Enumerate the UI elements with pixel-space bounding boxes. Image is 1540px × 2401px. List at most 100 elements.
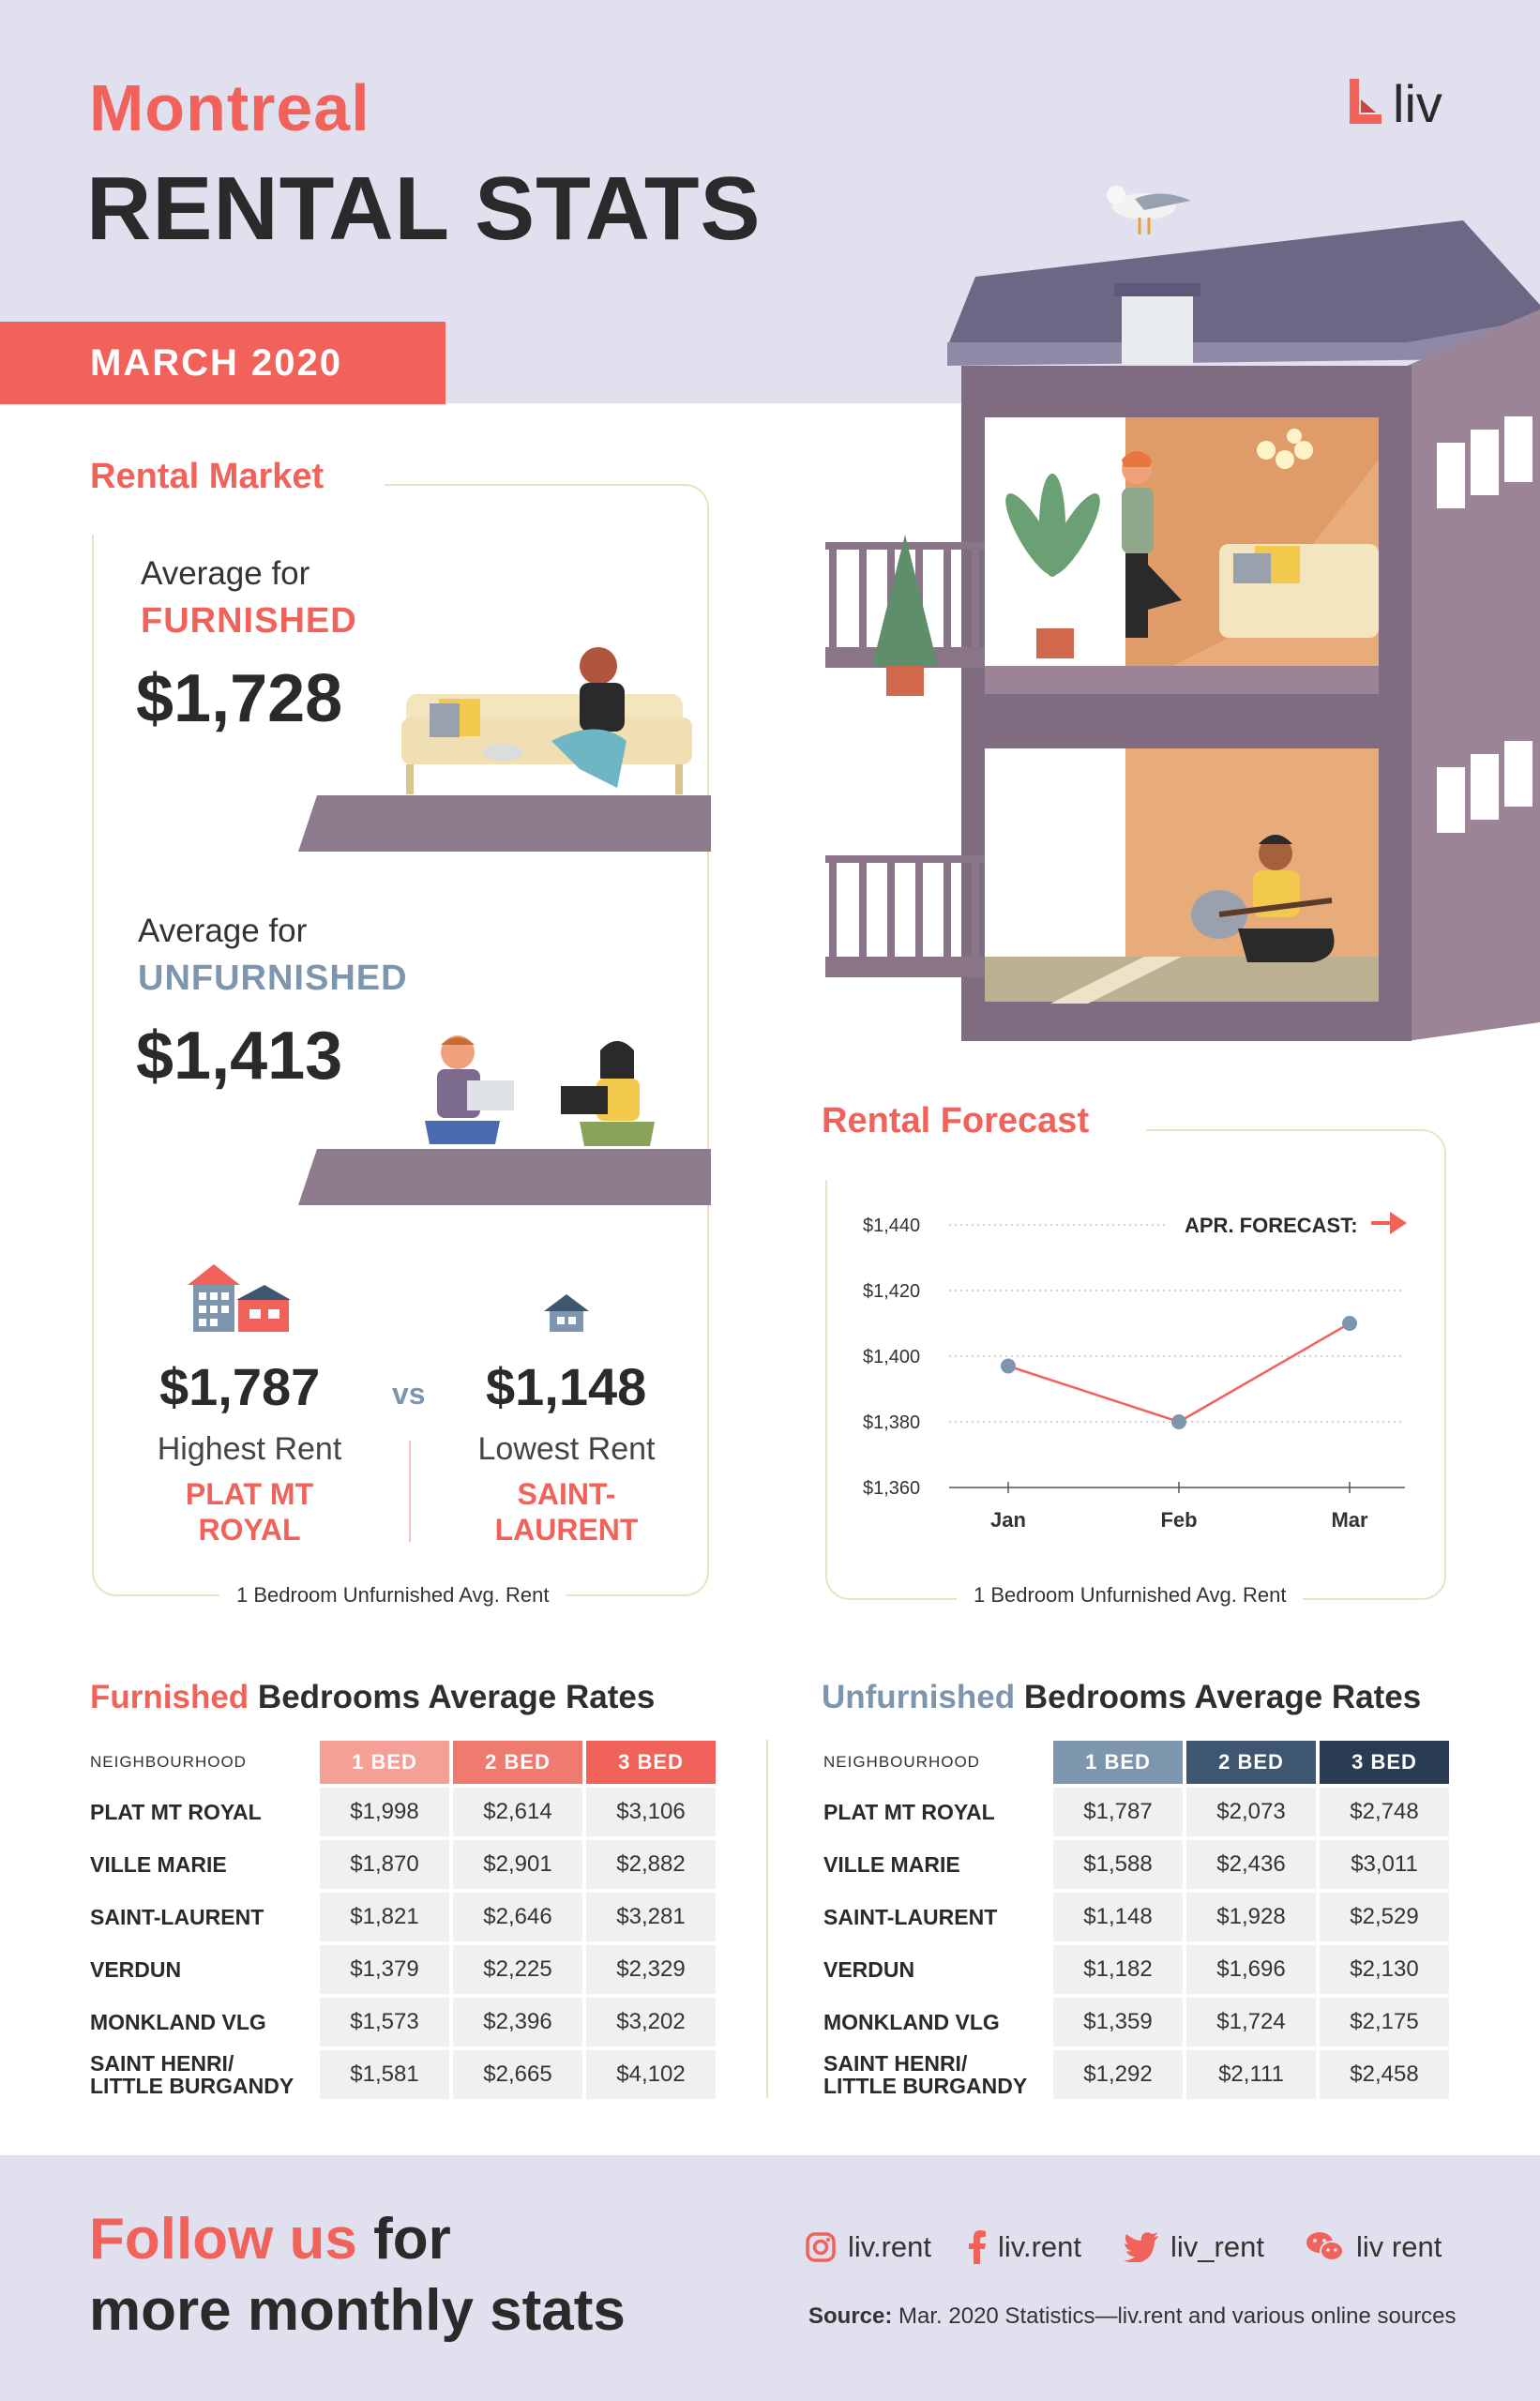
unfurnished-table-title: Unfurnished Bedrooms Average Rates xyxy=(822,1679,1421,1716)
rental-market-title: Rental Market xyxy=(90,457,325,496)
rate-cell: $2,225 xyxy=(453,1945,582,1994)
unfurnished-avg-price: $1,413 xyxy=(136,1019,343,1094)
tables-divider xyxy=(766,1740,768,2098)
seagull-icon xyxy=(1107,186,1191,234)
rate-cell: $2,073 xyxy=(1186,1788,1316,1836)
unfurnished-rates-table: NEIGHBOURHOOD 1 BED 2 BED 3 BED PLAT MT … xyxy=(820,1737,1453,2103)
rate-cell: $2,748 xyxy=(1320,1788,1449,1836)
neighbourhood-line: LITTLE BURGANDY xyxy=(90,2074,294,2098)
small-house-icon xyxy=(544,1294,589,1332)
rate-cell: $1,998 xyxy=(320,1788,449,1836)
neighbourhood-line: LITTLE BURGANDY xyxy=(823,2074,1028,2098)
data-point xyxy=(1001,1358,1016,1374)
rate-cell: $1,724 xyxy=(1186,1998,1316,2046)
rate-cell: $2,436 xyxy=(1186,1840,1316,1889)
unfurnished-col-2bed: 2 BED xyxy=(1186,1741,1316,1784)
instagram-handle: liv.rent xyxy=(848,2230,932,2263)
rate-cell: $3,011 xyxy=(1320,1840,1449,1889)
neighbourhood-name: VILLE MARIE xyxy=(90,1840,316,1889)
forecast-arrowhead-icon xyxy=(1390,1212,1407,1234)
forecast-label: APR. FORECAST: xyxy=(1185,1214,1358,1237)
x-tick-label: Jan xyxy=(990,1508,1026,1532)
unfurnished-col-3bed: 3 BED xyxy=(1320,1741,1449,1784)
y-tick-label: $1,440 xyxy=(863,1216,920,1236)
table-row: MONKLAND VLG $1,359 $1,724 $2,175 xyxy=(823,1998,1449,2046)
highest-hood-line1: PLAT MT xyxy=(185,1477,314,1511)
rate-cell: $1,359 xyxy=(1053,1998,1183,2046)
rate-cell: $1,696 xyxy=(1186,1945,1316,1994)
city-title: Montreal xyxy=(89,71,370,144)
rate-cell: $2,529 xyxy=(1320,1893,1449,1941)
rate-cell: $1,870 xyxy=(320,1840,449,1889)
follow-rest: for xyxy=(356,2207,451,2272)
furnished-hood-header: NEIGHBOURHOOD xyxy=(90,1753,247,1771)
neighbourhood-line: SAINT-LAURENT xyxy=(823,1905,998,1929)
table-row: PLAT MT ROYAL $1,787 $2,073 $2,748 xyxy=(823,1788,1449,1836)
rate-cell: $3,281 xyxy=(586,1893,716,1941)
social-facebook[interactable]: liv.rent xyxy=(968,2230,1081,2264)
rate-cell: $3,202 xyxy=(586,1998,716,2046)
neighbourhood-name: PLAT MT ROYAL xyxy=(823,1788,1049,1836)
furnished-col-2bed: 2 BED xyxy=(453,1741,582,1784)
highest-rent-price: $1,787 xyxy=(159,1357,321,1416)
table-row: SAINT-LAURENT $1,821 $2,646 $3,281 xyxy=(90,1893,716,1941)
neighbourhood-name: SAINT-LAURENT xyxy=(823,1893,1049,1941)
neighbourhood-name: SAINT-LAURENT xyxy=(90,1893,316,1941)
forecast-line-chart: $1,440 $1,420 $1,400 $1,380 $1,360 APR. FOREC… xyxy=(863,1212,1407,1532)
neighbourhood-line: VILLE MARIE xyxy=(823,1852,960,1877)
neighbourhood-line: VERDUN xyxy=(90,1957,182,1982)
source-label: Source: xyxy=(808,2303,893,2329)
laptop-couple-illustration xyxy=(298,1035,711,1205)
social-twitter[interactable]: liv_rent xyxy=(1124,2230,1264,2264)
rate-cell: $1,182 xyxy=(1053,1945,1183,1994)
rate-cell: $2,111 xyxy=(1186,2050,1316,2099)
rate-cell: $2,882 xyxy=(586,1840,716,1889)
x-tick-label: Feb xyxy=(1160,1508,1197,1532)
twitter-handle: liv_rent xyxy=(1170,2230,1264,2263)
rate-cell: $1,379 xyxy=(320,1945,449,1994)
neighbourhood-line: SAINT-LAURENT xyxy=(90,1905,264,1929)
neighbourhood-line: PLAT MT ROYAL xyxy=(90,1800,262,1824)
forecast-caption: 1 Bedroom Unfurnished Avg. Rent xyxy=(957,1583,1304,1608)
table-row: SAINT-LAURENT $1,148 $1,928 $2,529 xyxy=(823,1893,1449,1941)
follow-line2: more monthly stats xyxy=(89,2278,626,2343)
lowest-rent-price: $1,148 xyxy=(486,1357,647,1416)
source-note: Source: Mar. 2020 Statistics—liv.rent an… xyxy=(808,2303,1457,2330)
neighbourhood-name: SAINT HENRI/LITTLE BURGANDY xyxy=(90,2050,316,2099)
rate-cell: $4,102 xyxy=(586,2050,716,2099)
social-instagram[interactable]: liv.rent xyxy=(805,2230,931,2264)
rate-cell: $3,106 xyxy=(586,1788,716,1836)
table-row: SAINT HENRI/LITTLE BURGANDY $1,292 $2,111 $… xyxy=(823,2050,1449,2099)
furnished-table-title: Furnished Bedrooms Average Rates xyxy=(90,1679,655,1716)
furnished-avg-label: Average for xyxy=(141,555,310,592)
table-row: VILLE MARIE $1,588 $2,436 $3,011 xyxy=(823,1840,1449,1889)
rate-cell: $1,573 xyxy=(320,1998,449,2046)
neighbourhood-line: VERDUN xyxy=(823,1957,915,1982)
vs-label: vs xyxy=(392,1377,426,1411)
social-wechat[interactable]: liv rent xyxy=(1306,2230,1442,2264)
data-point xyxy=(1342,1316,1357,1331)
neighbourhood-line: PLAT MT ROYAL xyxy=(823,1800,995,1824)
market-caption: 1 Bedroom Unfurnished Avg. Rent xyxy=(219,1583,566,1608)
compare-divider xyxy=(409,1441,411,1542)
rate-cell: $1,928 xyxy=(1186,1893,1316,1941)
city-houses-icon xyxy=(188,1264,291,1332)
rate-cell: $2,646 xyxy=(453,1893,582,1941)
neighbourhood-name: MONKLAND VLG xyxy=(90,1998,316,2046)
rate-cell: $2,329 xyxy=(586,1945,716,1994)
rental-forecast-title: Rental Forecast xyxy=(822,1101,1090,1140)
rate-cell: $2,458 xyxy=(1320,2050,1449,2099)
rate-cell: $2,665 xyxy=(453,2050,582,2099)
neighbourhood-name: MONKLAND VLG xyxy=(823,1998,1049,2046)
table-row: SAINT HENRI/LITTLE BURGANDY $1,581 $2,665 $… xyxy=(90,2050,716,2099)
table-row: VILLE MARIE $1,870 $2,901 $2,882 xyxy=(90,1840,716,1889)
rate-cell: $2,130 xyxy=(1320,1945,1449,1994)
highest-rent-label: Highest Rent xyxy=(157,1431,342,1467)
neighbourhood-line: MONKLAND VLG xyxy=(823,2010,1000,2034)
unfurnished-avg-label: Average for xyxy=(138,913,308,949)
rate-cell: $2,614 xyxy=(453,1788,582,1836)
furnished-title-rest: Bedrooms Average Rates xyxy=(249,1679,656,1715)
liv-logo-icon xyxy=(1350,79,1381,124)
table-row: VERDUN $1,379 $2,225 $2,329 xyxy=(90,1945,716,1994)
furnished-avg-price: $1,728 xyxy=(136,661,343,736)
